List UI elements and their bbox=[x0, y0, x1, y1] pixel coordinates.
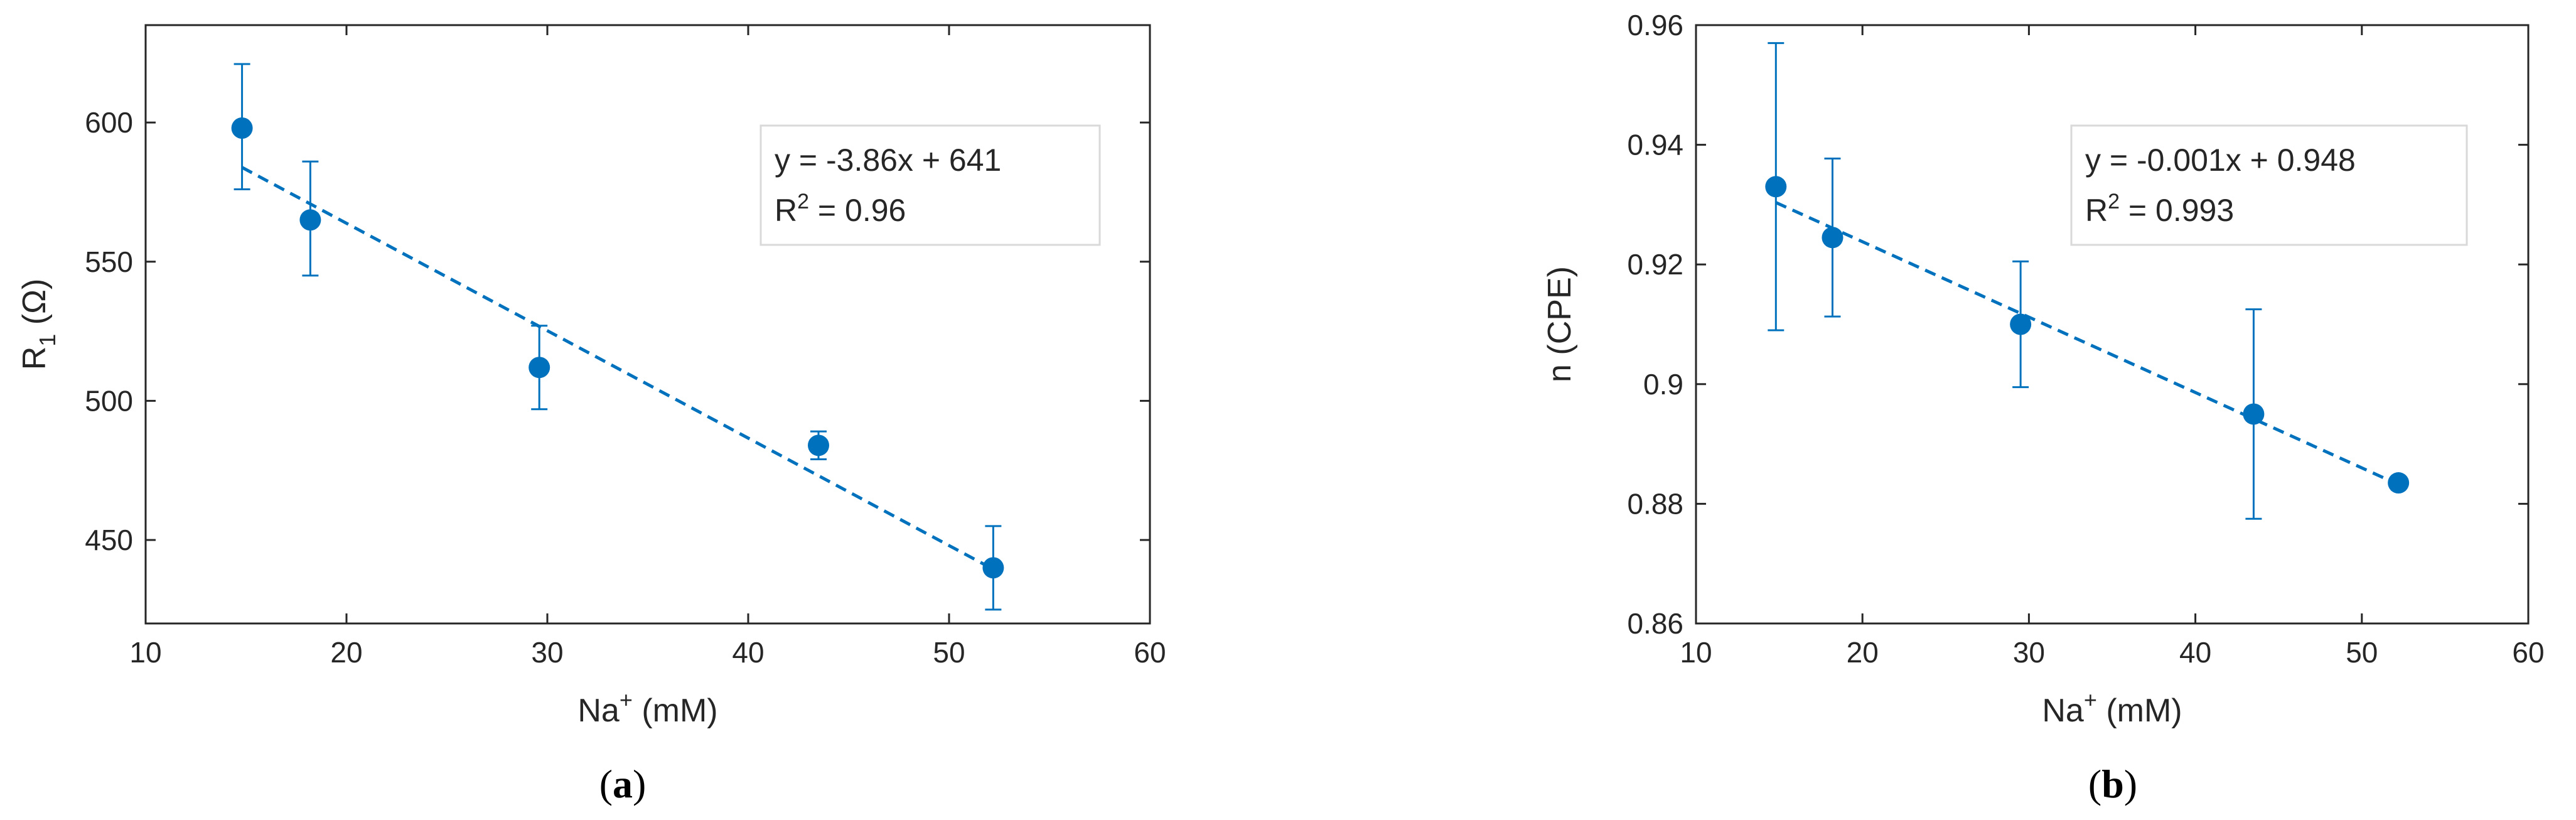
y-tick-label: 450 bbox=[85, 524, 133, 556]
data-point bbox=[808, 434, 829, 456]
y-tick-label: 0.96 bbox=[1627, 9, 1683, 41]
x-label-main: Na bbox=[577, 693, 620, 729]
y-tick-label: 0.86 bbox=[1627, 607, 1683, 640]
caption-open: ( bbox=[599, 762, 613, 806]
r-squared: R2 = 0.96 bbox=[775, 190, 906, 228]
x-tick-label: 60 bbox=[2512, 636, 2544, 669]
data-point bbox=[982, 557, 1004, 579]
data-point bbox=[2010, 313, 2032, 335]
data-point bbox=[529, 357, 550, 379]
annotation-box bbox=[2070, 124, 2468, 246]
plot-area bbox=[1695, 24, 2530, 625]
x-label-main: Na bbox=[2042, 693, 2084, 729]
x-tick-label: 40 bbox=[732, 636, 764, 669]
x-axis-label: Na+ (mM) bbox=[2042, 687, 2182, 729]
y-label-main: n (CPE) bbox=[1542, 266, 1578, 382]
y-tick-label: 500 bbox=[85, 384, 133, 417]
caption-letter: b bbox=[2101, 762, 2124, 806]
r-squared-prefix: R bbox=[775, 193, 797, 228]
y-tick-label: 0.88 bbox=[1627, 487, 1683, 520]
r-squared-value: = 0.96 bbox=[809, 193, 906, 228]
y-tick-label: 550 bbox=[85, 245, 133, 278]
x-label-unit: (mM) bbox=[633, 693, 718, 729]
x-tick-label: 30 bbox=[2013, 636, 2045, 669]
r-squared-value: = 0.993 bbox=[2120, 193, 2234, 228]
x-tick-label: 20 bbox=[330, 636, 362, 669]
chart-a: 10 20 30 40 50 60 450 500 550 600 y = -3.86x + 641… bbox=[16, 24, 1166, 806]
data-point bbox=[231, 117, 253, 139]
r-squared-sup: 2 bbox=[797, 190, 809, 213]
y-tick-label: 600 bbox=[85, 106, 133, 139]
caption-letter: a bbox=[613, 762, 633, 806]
x-label-sup: + bbox=[620, 687, 633, 713]
data-point bbox=[2388, 472, 2410, 494]
y-label-sub: 1 bbox=[35, 334, 60, 347]
x-axis-label: Na+ (mM) bbox=[577, 687, 717, 729]
fit-equation: y = -3.86x + 641 bbox=[775, 143, 1001, 178]
r-squared: R2 = 0.993 bbox=[2085, 190, 2234, 228]
data-point bbox=[1822, 227, 1843, 249]
x-label-unit: (mM) bbox=[2097, 693, 2182, 729]
x-tick-label: 10 bbox=[129, 636, 161, 669]
plot-area bbox=[144, 24, 1151, 625]
y-axis-label: n (CPE) bbox=[1542, 266, 1578, 382]
x-label-sup: + bbox=[2084, 687, 2097, 713]
x-tick-label: 50 bbox=[933, 636, 965, 669]
r-squared-sup: 2 bbox=[2108, 190, 2120, 213]
x-tick-label: 40 bbox=[2179, 636, 2211, 669]
data-point bbox=[2243, 403, 2265, 425]
panel-caption: (b) bbox=[2088, 762, 2137, 806]
caption-open: ( bbox=[2088, 762, 2101, 806]
fit-equation: y = -0.001x + 0.948 bbox=[2085, 143, 2356, 178]
chart-b: 10 20 30 40 50 60 0.86 0.88 0.9 0.92 0.94 0.96 y = -… bbox=[1542, 9, 2545, 806]
x-tick-label: 20 bbox=[1847, 636, 1879, 669]
y-axis-label: R1 (Ω) bbox=[16, 279, 60, 370]
r-squared-prefix: R bbox=[2085, 193, 2108, 228]
fit-line bbox=[1775, 201, 2400, 486]
y-label-main: R bbox=[16, 347, 53, 370]
y-tick-label: 0.94 bbox=[1627, 129, 1683, 161]
fit-line bbox=[241, 166, 994, 571]
data-point bbox=[299, 209, 321, 231]
y-label-unit: (Ω) bbox=[16, 279, 53, 334]
x-tick-label: 60 bbox=[1134, 636, 1166, 669]
x-tick-label: 50 bbox=[2346, 636, 2378, 669]
caption-close: ) bbox=[2124, 762, 2137, 806]
annotation-box bbox=[759, 124, 1101, 246]
x-tick-label: 30 bbox=[531, 636, 563, 669]
caption-close: ) bbox=[633, 762, 646, 806]
data-point bbox=[1765, 176, 1787, 198]
panel-caption: (a) bbox=[599, 762, 647, 806]
y-tick-label: 0.9 bbox=[1643, 368, 1683, 401]
x-tick-label: 10 bbox=[1680, 636, 1712, 669]
y-tick-label: 0.92 bbox=[1627, 248, 1683, 281]
